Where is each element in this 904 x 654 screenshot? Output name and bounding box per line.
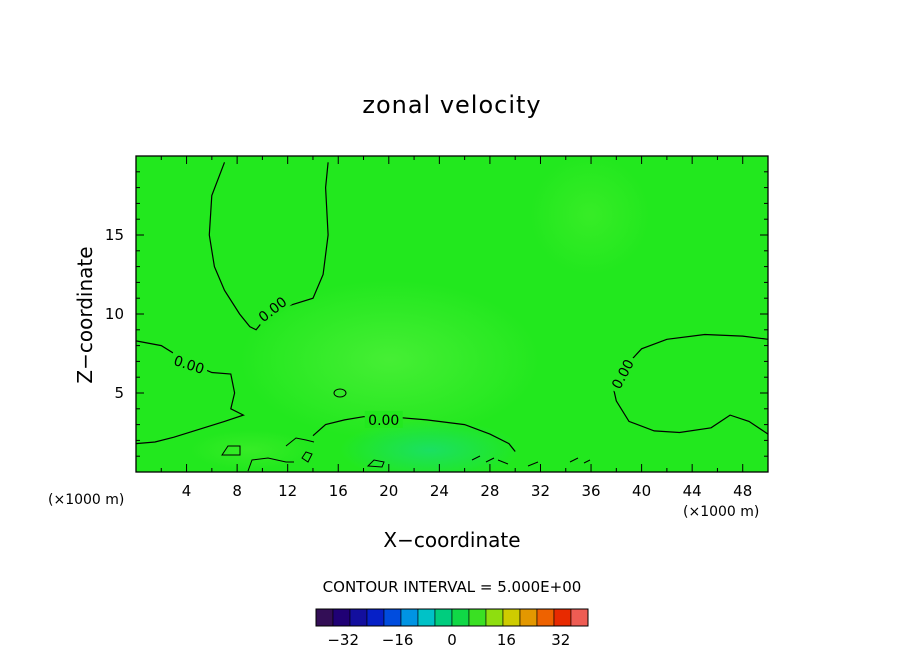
- contour-interval-label: CONTOUR INTERVAL = 5.000E+00: [323, 578, 582, 596]
- chart-title: zonal velocity: [362, 91, 541, 119]
- colorbar-bin: [519, 608, 538, 627]
- colorbar-bin: [468, 608, 487, 627]
- x-axis-title: X−coordinate: [383, 528, 520, 552]
- colorbar-frame: [315, 608, 589, 627]
- contour-label: 0.00: [368, 413, 399, 429]
- colorbar-bin: [434, 608, 453, 627]
- colorbar-bin: [570, 608, 589, 627]
- y-axis-ticks: 5 10 15: [105, 171, 768, 457]
- colorbar-bin: [332, 608, 351, 627]
- colorbar-tick-label: −32: [327, 631, 359, 649]
- x-tick-label: 8: [232, 482, 242, 500]
- x-tick-label: 16: [329, 482, 348, 500]
- colorbar-bin: [383, 608, 402, 627]
- colorbar-bin: [451, 608, 470, 627]
- x-tick-label: 12: [278, 482, 297, 500]
- contour-line-zero: [312, 416, 516, 452]
- contour-label-bg: [251, 290, 293, 328]
- x-axis-ticks: 4 8 12 16 20 24 28 32 36 40 44 48: [160, 156, 752, 500]
- contour-label-bg: [605, 353, 639, 395]
- x-tick-label: 24: [430, 482, 449, 500]
- colorbar-bin: [553, 608, 572, 627]
- x-tick-label: 40: [632, 482, 651, 500]
- x-unit-left: (×1000 m): [48, 492, 124, 508]
- contour-line-zero: [208, 162, 329, 331]
- field-shading-mid: [340, 420, 520, 472]
- colorbar-bin: [485, 608, 504, 627]
- y-tick-label: 10: [105, 305, 124, 323]
- x-tick-label: 36: [581, 482, 600, 500]
- contour-line-zero: [613, 333, 769, 435]
- plot-area: 0.000.000.000.00 4 8 12 16 20 24 28 32 36 40 44 48 …: [105, 155, 769, 500]
- colorbar-bin: [417, 608, 436, 627]
- x-unit-right: (×1000 m): [683, 504, 759, 520]
- contour-label-bg: [168, 350, 210, 379]
- colorbar-bin: [366, 608, 385, 627]
- colorbar: −32 −16 0 16 32: [315, 608, 589, 649]
- colorbar-bin: [349, 608, 368, 627]
- x-tick-label: 4: [182, 482, 192, 500]
- colorbar-tick-label: 32: [551, 631, 570, 649]
- colorbar-tick-label: −16: [382, 631, 414, 649]
- contour-label-bg: [364, 410, 403, 428]
- colorbar-bin: [400, 608, 419, 627]
- colorbar-tick-label: 0: [447, 631, 457, 649]
- contour-bottom-fragments: [221, 437, 591, 472]
- x-tick-label: 44: [683, 482, 702, 500]
- colorbar-bin: [315, 608, 334, 627]
- x-tick-label: 28: [480, 482, 499, 500]
- field-shading-weak: [240, 280, 540, 440]
- field-shading-upper: [530, 156, 650, 275]
- contour-small-loop: [333, 388, 347, 398]
- y-tick-label: 5: [114, 384, 124, 402]
- colorbar-tick-label: 16: [497, 631, 516, 649]
- x-tick-label: 20: [379, 482, 398, 500]
- field-shading-lowleft: [190, 430, 310, 470]
- colorbar-bin: [536, 608, 555, 627]
- x-tick-label: 32: [531, 482, 550, 500]
- y-axis-title: Z−coordinate: [73, 246, 97, 383]
- y-tick-label: 15: [105, 226, 124, 244]
- x-tick-label: 48: [733, 482, 752, 500]
- colorbar-bin: [502, 608, 521, 627]
